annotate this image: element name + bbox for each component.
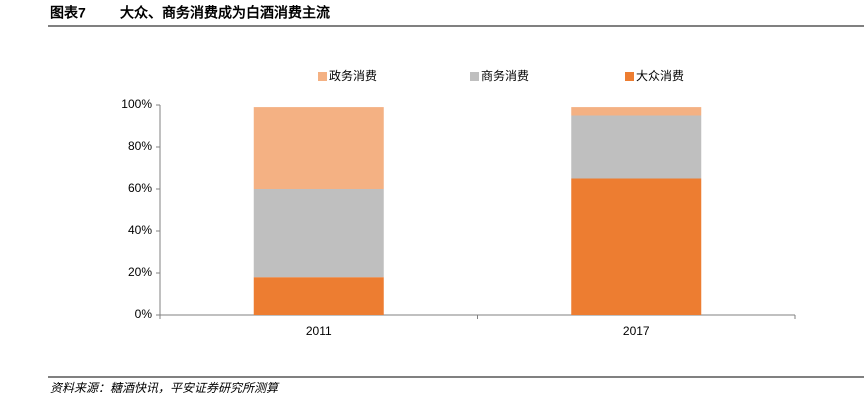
legend-label: 商务消费 xyxy=(481,68,529,83)
figure-label: 图表7 xyxy=(50,5,86,21)
y-tick-label: 40% xyxy=(128,223,152,237)
bar-segment xyxy=(571,115,702,179)
bar-segment xyxy=(253,277,384,315)
legend-label: 政务消费 xyxy=(329,68,377,83)
source-note: 资料来源：糖酒快讯，平安证券研究所测算 xyxy=(50,381,280,395)
x-tick-label: 2011 xyxy=(306,324,332,338)
legend-swatch xyxy=(318,72,327,81)
legend-swatch xyxy=(470,72,479,81)
chart-title: 大众、商务消费成为白酒消费主流 xyxy=(120,5,330,21)
y-tick-label: 0% xyxy=(135,307,153,321)
legend-label: 大众消费 xyxy=(636,69,684,83)
y-tick-label: 20% xyxy=(128,265,152,279)
y-tick-label: 100% xyxy=(121,97,152,111)
y-tick-label: 80% xyxy=(128,139,152,153)
bar-segment xyxy=(571,107,702,116)
bar-segment xyxy=(253,189,384,278)
legend-swatch xyxy=(625,72,634,81)
y-tick-label: 60% xyxy=(128,181,152,195)
bar-segment xyxy=(253,107,384,189)
x-tick-label: 2017 xyxy=(623,324,650,338)
bar-segment xyxy=(571,178,702,315)
